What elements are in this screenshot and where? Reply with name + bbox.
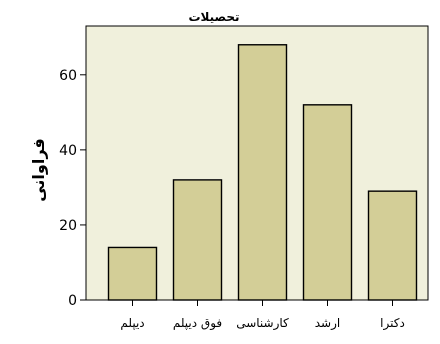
bar [107, 246, 158, 301]
y-tick-label: 0 [68, 293, 77, 309]
y-tick-label: 40 [59, 143, 77, 159]
x-tick-label: کارشناسی [236, 316, 289, 331]
bar [172, 179, 223, 301]
y-axis: 0 20 40 60 [59, 68, 86, 309]
x-tick-label: ارشد [315, 316, 340, 331]
bar [237, 44, 288, 301]
bar [367, 190, 418, 301]
x-tick-label: دیپلم [120, 316, 144, 330]
x-tick-label: دکترا [380, 316, 405, 331]
chart-title: تحصیلات [188, 10, 239, 24]
y-tick-label: 60 [59, 68, 77, 84]
x-axis: دیپلم فوق دیپلم کارشناسی ارشد دکترا [120, 300, 405, 331]
y-axis-label: فراوانی [29, 138, 48, 202]
y-tick-label: 20 [59, 218, 77, 234]
bar [302, 104, 353, 301]
x-tick-label: فوق دیپلم [173, 316, 222, 331]
